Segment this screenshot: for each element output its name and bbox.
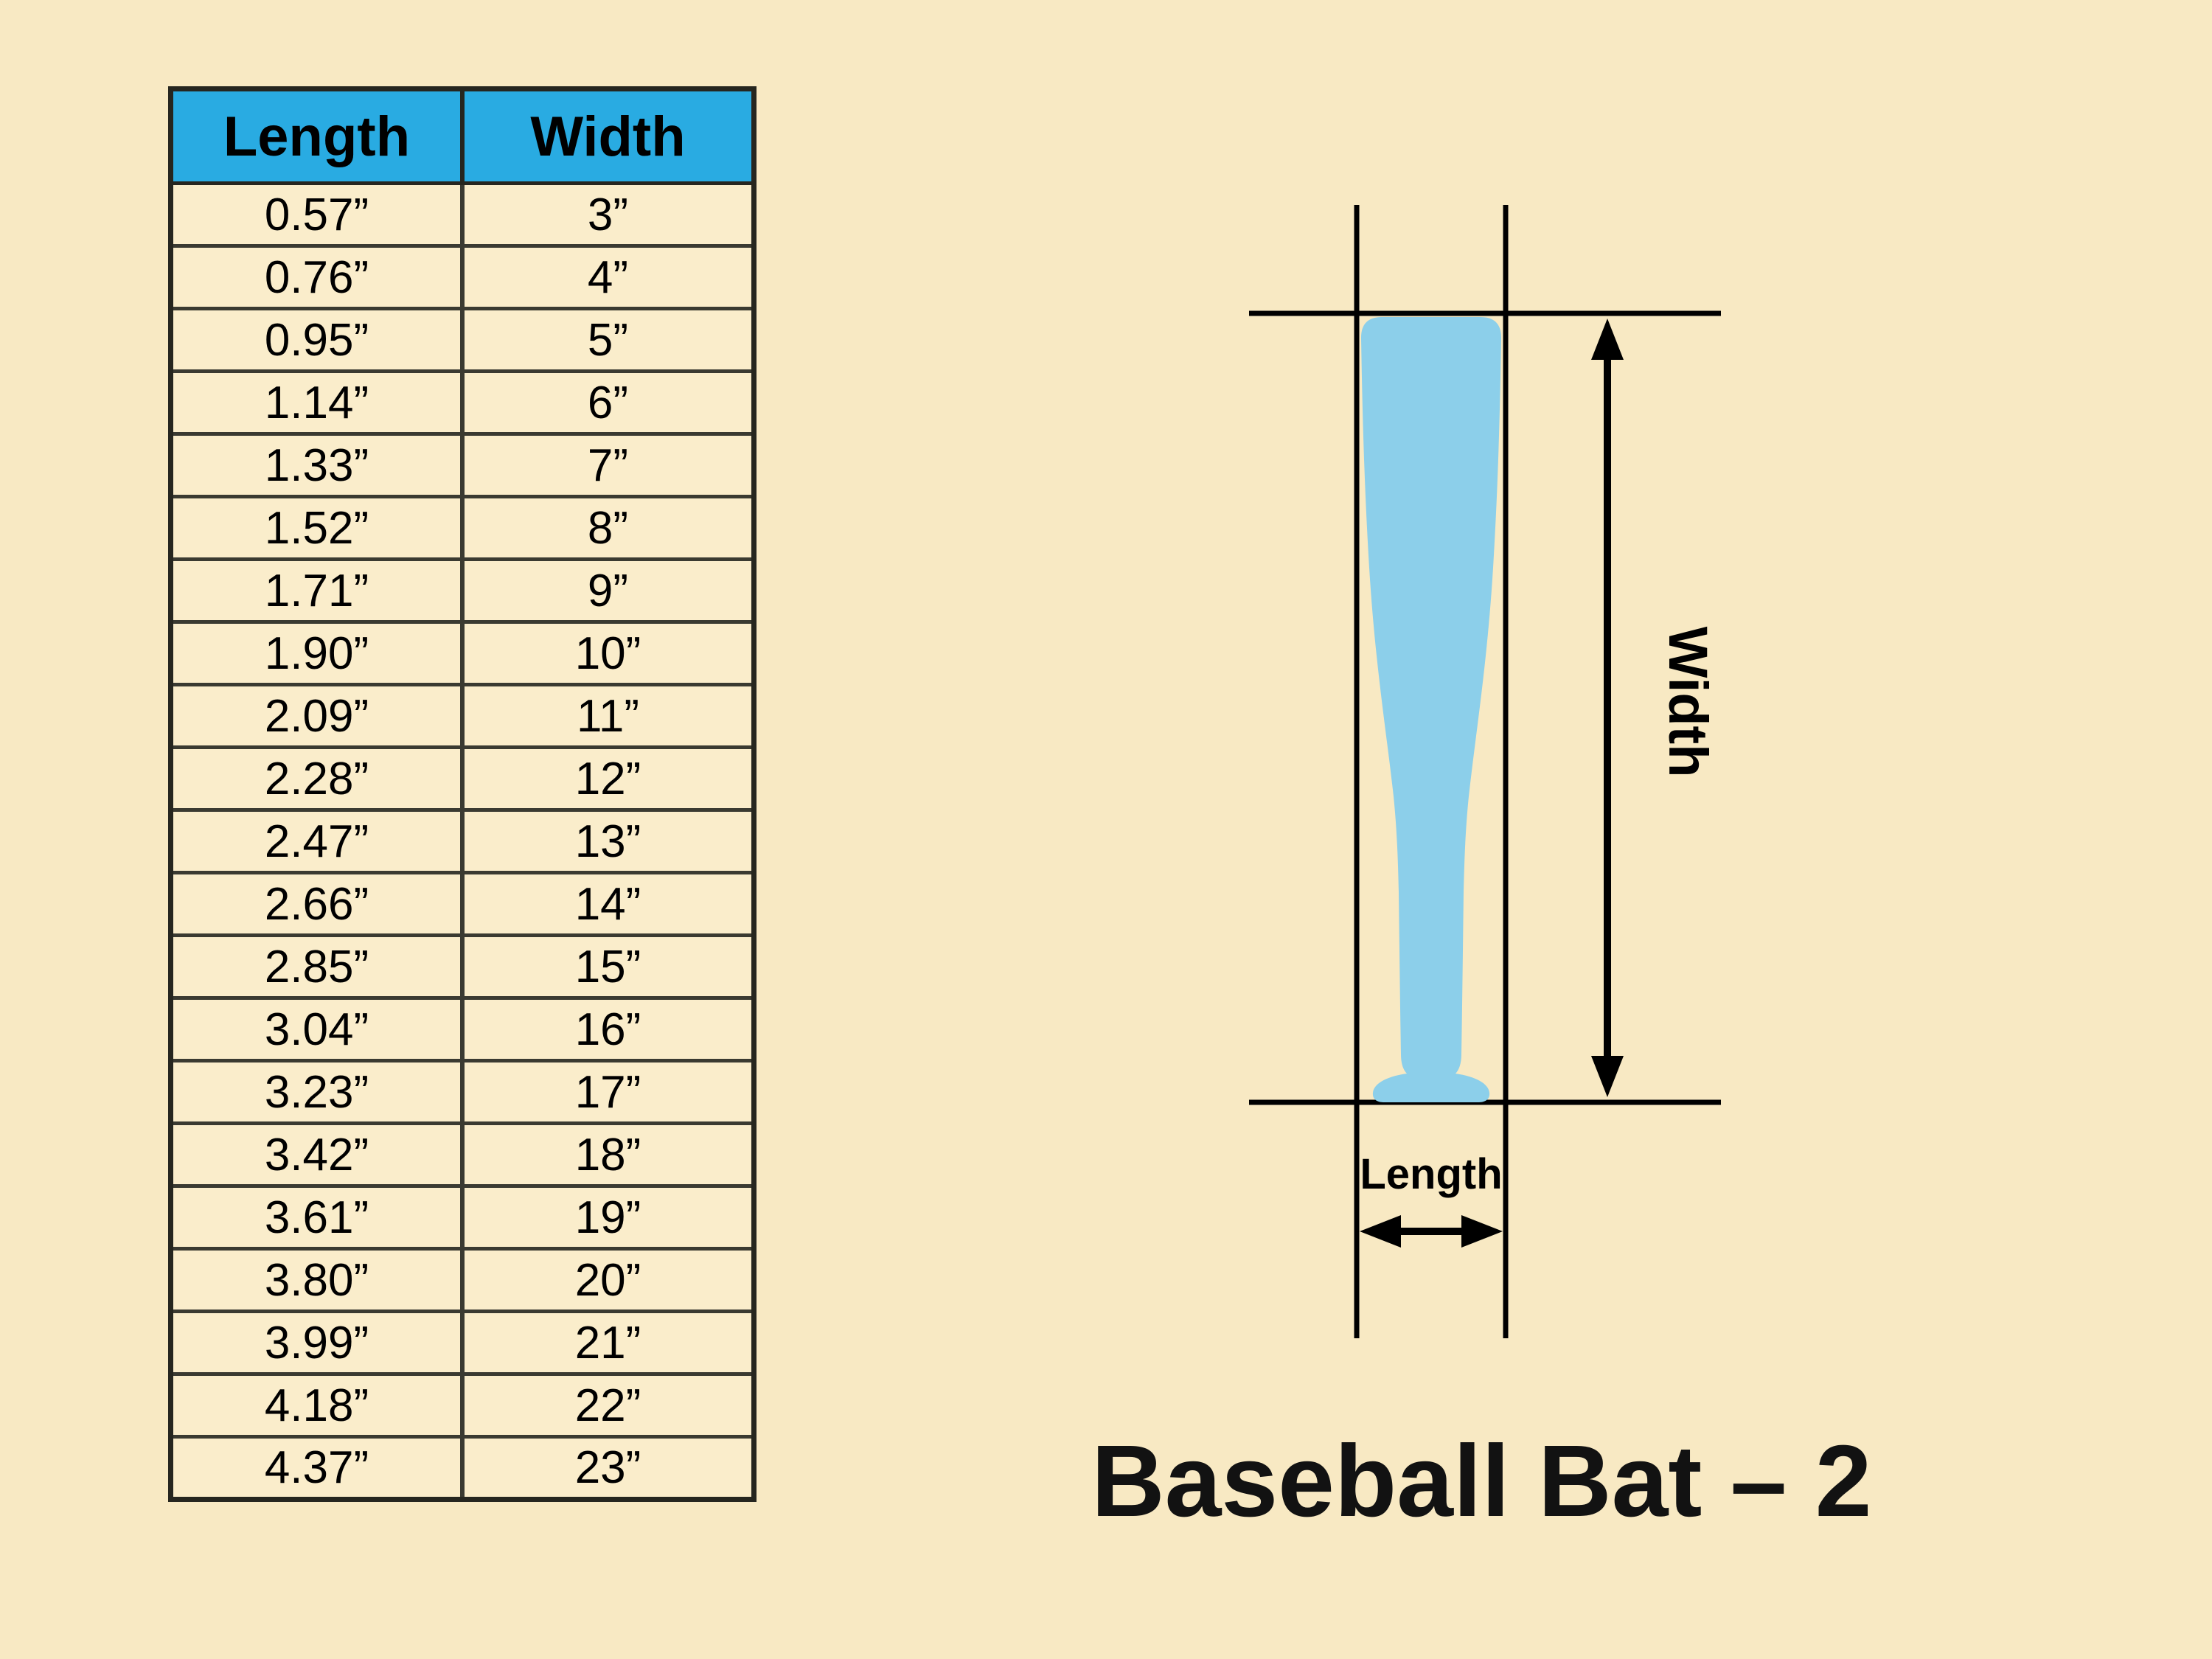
table-row: 4.37” 23” bbox=[169, 1435, 756, 1501]
length-cell: 4.37” bbox=[169, 1435, 465, 1501]
page-title: Baseball Bat – 2 bbox=[1091, 1425, 1872, 1538]
length-arrow bbox=[1360, 1215, 1503, 1248]
length-cell: 2.66” bbox=[169, 871, 465, 937]
table-body: 0.57” 3” 0.76” 4” 0.95” 5” 1.14” 6” 1.33” 7” 1.52”… bbox=[169, 181, 756, 1501]
length-cell: 3.80” bbox=[169, 1247, 465, 1313]
table-row: 0.76” 4” bbox=[169, 244, 756, 310]
width-cell: 17” bbox=[460, 1059, 756, 1125]
table-row: 0.95” 5” bbox=[169, 307, 756, 373]
length-cell: 2.47” bbox=[169, 808, 465, 874]
table-row: 1.14” 6” bbox=[169, 369, 756, 436]
width-cell: 13” bbox=[460, 808, 756, 874]
width-cell: 14” bbox=[460, 871, 756, 937]
table-row: 0.57” 3” bbox=[169, 181, 756, 248]
length-cell: 3.99” bbox=[169, 1310, 465, 1376]
length-cell: 3.61” bbox=[169, 1184, 465, 1251]
width-cell: 16” bbox=[460, 996, 756, 1062]
table-row: 4.18” 22” bbox=[169, 1372, 756, 1439]
width-cell: 12” bbox=[460, 745, 756, 812]
table-row: 1.71” 9” bbox=[169, 557, 756, 624]
table-row: 2.85” 15” bbox=[169, 933, 756, 1000]
length-cell: 0.57” bbox=[169, 181, 465, 248]
width-arrow bbox=[1591, 319, 1624, 1097]
length-label: Length bbox=[1360, 1150, 1502, 1198]
width-cell: 4” bbox=[460, 244, 756, 310]
width-cell: 20” bbox=[460, 1247, 756, 1313]
bat-diagram: Width Length bbox=[1249, 205, 1721, 1338]
width-cell: 5” bbox=[460, 307, 756, 373]
length-cell: 0.95” bbox=[169, 307, 465, 373]
length-cell: 3.23” bbox=[169, 1059, 465, 1125]
length-cell: 3.42” bbox=[169, 1121, 465, 1188]
table-row: 3.99” 21” bbox=[169, 1310, 756, 1376]
width-cell: 10” bbox=[460, 620, 756, 686]
width-cell: 9” bbox=[460, 557, 756, 624]
width-label: Width bbox=[1658, 627, 1719, 778]
width-cell: 3” bbox=[460, 181, 756, 248]
table-row: 3.42” 18” bbox=[169, 1121, 756, 1188]
width-cell: 8” bbox=[460, 495, 756, 561]
table-row: 3.80” 20” bbox=[169, 1247, 756, 1313]
table-row: 1.52” 8” bbox=[169, 495, 756, 561]
length-cell: 0.76” bbox=[169, 244, 465, 310]
length-cell: 1.90” bbox=[169, 620, 465, 686]
length-cell: 2.09” bbox=[169, 683, 465, 749]
table-row: 2.28” 12” bbox=[169, 745, 756, 812]
bat-shape bbox=[1361, 317, 1501, 1102]
dimensions-table: Length Width 0.57” 3” 0.76” 4” 0.95” 5” 1.14” 6… bbox=[168, 86, 757, 1502]
table-row: 3.04” 16” bbox=[169, 996, 756, 1062]
length-cell: 1.14” bbox=[169, 369, 465, 436]
table-row: 2.47” 13” bbox=[169, 808, 756, 874]
length-cell: 1.52” bbox=[169, 495, 465, 561]
width-cell: 18” bbox=[460, 1121, 756, 1188]
table-row: 1.90” 10” bbox=[169, 620, 756, 686]
length-cell: 1.33” bbox=[169, 432, 465, 498]
length-cell: 2.28” bbox=[169, 745, 465, 812]
length-cell: 2.85” bbox=[169, 933, 465, 1000]
table-row: 3.23” 17” bbox=[169, 1059, 756, 1125]
width-cell: 15” bbox=[460, 933, 756, 1000]
width-cell: 22” bbox=[460, 1372, 756, 1439]
width-cell: 11” bbox=[460, 683, 756, 749]
table-header: Length Width bbox=[169, 87, 756, 185]
table-row: 2.66” 14” bbox=[169, 871, 756, 937]
width-cell: 19” bbox=[460, 1184, 756, 1251]
width-column-header: Width bbox=[460, 87, 756, 185]
length-column-header: Length bbox=[169, 87, 465, 185]
width-cell: 7” bbox=[460, 432, 756, 498]
width-cell: 23” bbox=[460, 1435, 756, 1501]
table-row: 1.33” 7” bbox=[169, 432, 756, 498]
width-cell: 21” bbox=[460, 1310, 756, 1376]
table-row: 2.09” 11” bbox=[169, 683, 756, 749]
length-cell: 4.18” bbox=[169, 1372, 465, 1439]
width-cell: 6” bbox=[460, 369, 756, 436]
header-row: Length Width bbox=[169, 87, 756, 185]
length-cell: 3.04” bbox=[169, 996, 465, 1062]
length-cell: 1.71” bbox=[169, 557, 465, 624]
table-row: 3.61” 19” bbox=[169, 1184, 756, 1251]
